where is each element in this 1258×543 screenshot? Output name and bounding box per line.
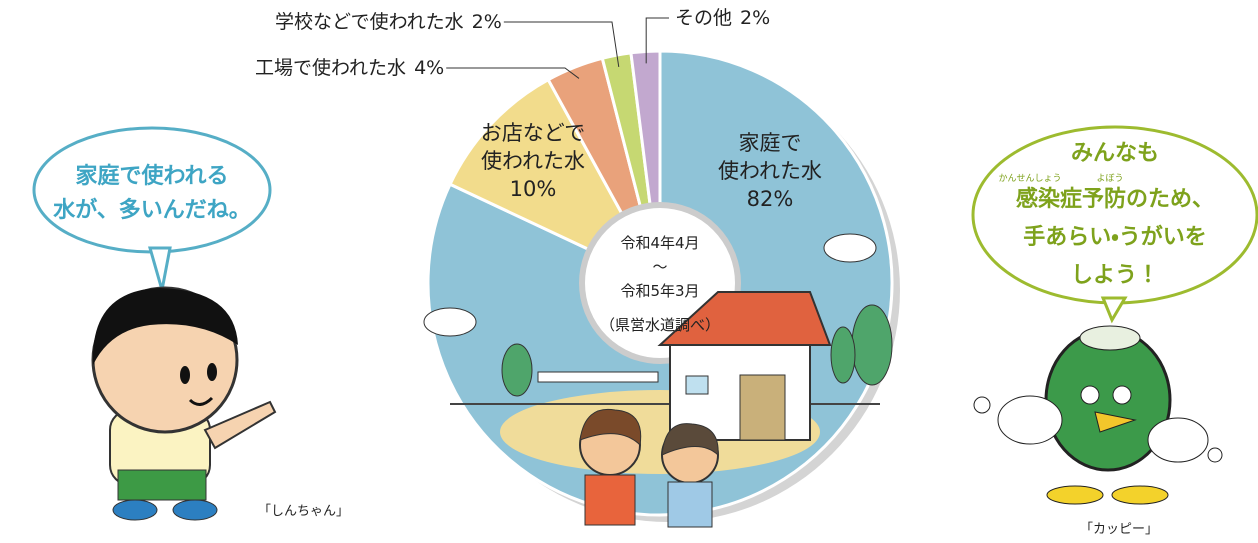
bubble bbox=[974, 397, 990, 413]
cloud bbox=[824, 234, 876, 262]
center-text: 〜 bbox=[652, 258, 667, 276]
foot bbox=[1112, 486, 1168, 504]
slice-label: お店などで bbox=[481, 121, 586, 145]
value-label: 2% bbox=[472, 11, 502, 33]
slice-label: 家庭で bbox=[739, 131, 802, 155]
infographic: 「しんちゃん」 「カッピー」 家庭で使われた水 82% お店などで使われた水 10% 工… bbox=[0, 0, 1258, 539]
bubble-tail bbox=[1103, 298, 1125, 320]
slice-label: 使われた水 bbox=[481, 149, 585, 173]
center-text: （県営水道調べ） bbox=[600, 316, 720, 334]
category-name: 工場で使われた水 bbox=[255, 57, 406, 79]
eye bbox=[180, 366, 190, 384]
foot bbox=[1047, 486, 1103, 504]
tree bbox=[502, 344, 532, 396]
bubble-text: 感染症予防のため、 bbox=[1016, 186, 1214, 212]
category-name: 学校などで使われた水 bbox=[275, 11, 464, 33]
bubble-text: 水が、多いんだね。 bbox=[52, 197, 251, 223]
caption: 「カッピー」 bbox=[1080, 522, 1158, 537]
shoe bbox=[173, 500, 217, 520]
child-shirt bbox=[668, 482, 712, 527]
eye bbox=[1113, 386, 1131, 404]
bubble-tail bbox=[150, 248, 170, 290]
shorts bbox=[118, 470, 206, 500]
value-label: 82% bbox=[747, 187, 794, 211]
shoe bbox=[113, 500, 157, 520]
house-window bbox=[686, 376, 708, 394]
center-text: 令和5年3月 bbox=[620, 282, 699, 300]
house-door bbox=[740, 375, 785, 440]
page-body: {"chart_data":{"type":"pie","donut":true… bbox=[0, 0, 1258, 539]
caption: 「しんちゃん」 bbox=[258, 504, 349, 519]
eye bbox=[1081, 386, 1099, 404]
slice-label: その他 2% bbox=[675, 7, 770, 29]
soap-foam bbox=[1148, 418, 1208, 462]
page: 水の使われ方 html,body{margin:0;padding:0;back… bbox=[0, 0, 1258, 539]
value-label: 4% bbox=[414, 57, 444, 79]
bubble-text: しよう！ bbox=[1071, 263, 1159, 288]
tree bbox=[852, 305, 892, 385]
eye bbox=[207, 363, 217, 381]
value-label: 10% bbox=[510, 177, 557, 201]
slice-label: 使われた水 bbox=[718, 159, 822, 183]
head-plate bbox=[1080, 326, 1140, 350]
slice-label: 学校などで使われた水 2% bbox=[275, 11, 502, 33]
bubble-text: 家庭で使われる bbox=[76, 164, 229, 189]
cloud bbox=[424, 308, 476, 336]
bubble-text: みんなも bbox=[1071, 141, 1159, 166]
bubble-text: 手あらい・うがいを bbox=[1023, 224, 1206, 250]
value-label: 2% bbox=[740, 7, 770, 29]
tree bbox=[831, 327, 855, 383]
speech-bubble bbox=[34, 128, 270, 252]
soap-foam bbox=[998, 396, 1062, 444]
bubble bbox=[1208, 448, 1222, 462]
fence bbox=[538, 372, 658, 382]
ruby-text: かんせんしょう bbox=[998, 173, 1061, 184]
center-text: 令和4年4月 bbox=[620, 234, 699, 252]
child-shirt bbox=[585, 475, 635, 525]
slice-label: 工場で使われた水 4% bbox=[255, 57, 444, 79]
category-name: その他 bbox=[675, 7, 732, 29]
ruby-text: よぼう bbox=[1096, 173, 1123, 184]
